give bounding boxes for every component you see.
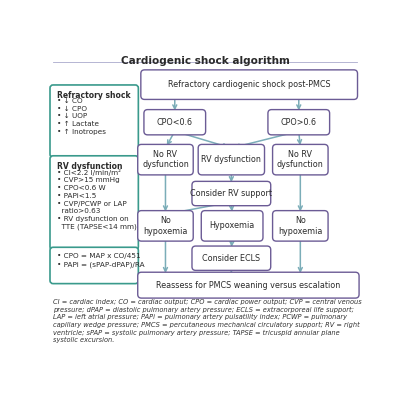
FancyBboxPatch shape bbox=[138, 144, 193, 175]
FancyBboxPatch shape bbox=[138, 272, 359, 298]
Text: Consider ECLS: Consider ECLS bbox=[202, 254, 260, 263]
Text: • CI<2.2 l/min/m²
• CVP>15 mmHg
• CPO<0.6 W
• PAPi<1.5
• CVP/PCWP or LAP
  ratio: • CI<2.2 l/min/m² • CVP>15 mmHg • CPO<0.… bbox=[57, 169, 136, 230]
Text: Cardiogenic shock algorithm: Cardiogenic shock algorithm bbox=[120, 56, 290, 66]
Text: Consider RV support: Consider RV support bbox=[190, 189, 272, 198]
Text: Hypoxemia: Hypoxemia bbox=[210, 221, 255, 230]
Text: No RV
dysfunction: No RV dysfunction bbox=[142, 150, 189, 169]
FancyBboxPatch shape bbox=[50, 247, 138, 284]
Text: RV dysfunction: RV dysfunction bbox=[57, 162, 122, 171]
Text: CPO<0.6: CPO<0.6 bbox=[157, 118, 193, 127]
FancyBboxPatch shape bbox=[272, 144, 328, 175]
FancyBboxPatch shape bbox=[268, 110, 330, 135]
Text: • CPO = MAP x CO/451
• PAPi = (sPAP-dPAP)/RA: • CPO = MAP x CO/451 • PAPi = (sPAP-dPAP… bbox=[57, 254, 144, 268]
FancyBboxPatch shape bbox=[272, 211, 328, 241]
Text: Refractory cardiogenic shock post-PMCS: Refractory cardiogenic shock post-PMCS bbox=[168, 80, 330, 89]
Text: Refractory shock: Refractory shock bbox=[57, 91, 130, 100]
FancyBboxPatch shape bbox=[198, 144, 264, 175]
FancyBboxPatch shape bbox=[50, 156, 138, 250]
Text: RV dysfunction: RV dysfunction bbox=[202, 155, 261, 164]
FancyBboxPatch shape bbox=[201, 211, 263, 241]
Text: CPO>0.6: CPO>0.6 bbox=[281, 118, 317, 127]
FancyBboxPatch shape bbox=[141, 70, 358, 100]
Text: CI = cardiac index; CO = cardiac output; CPO = cardiac power output; CVP = centr: CI = cardiac index; CO = cardiac output;… bbox=[53, 299, 362, 343]
Text: No
hypoxemia: No hypoxemia bbox=[143, 216, 188, 236]
Text: No RV
dysfunction: No RV dysfunction bbox=[277, 150, 324, 169]
FancyBboxPatch shape bbox=[138, 211, 193, 241]
FancyBboxPatch shape bbox=[144, 110, 206, 135]
FancyBboxPatch shape bbox=[192, 181, 271, 206]
FancyBboxPatch shape bbox=[50, 85, 138, 157]
Text: • ↓ CO
• ↓ CPO
• ↓ UOP
• ↑ Lactate
• ↑ Inotropes: • ↓ CO • ↓ CPO • ↓ UOP • ↑ Lactate • ↑ I… bbox=[57, 98, 106, 135]
FancyBboxPatch shape bbox=[192, 246, 271, 270]
Text: Reassess for PMCS weaning versus escalation: Reassess for PMCS weaning versus escalat… bbox=[156, 281, 340, 290]
Text: No
hypoxemia: No hypoxemia bbox=[278, 216, 322, 236]
